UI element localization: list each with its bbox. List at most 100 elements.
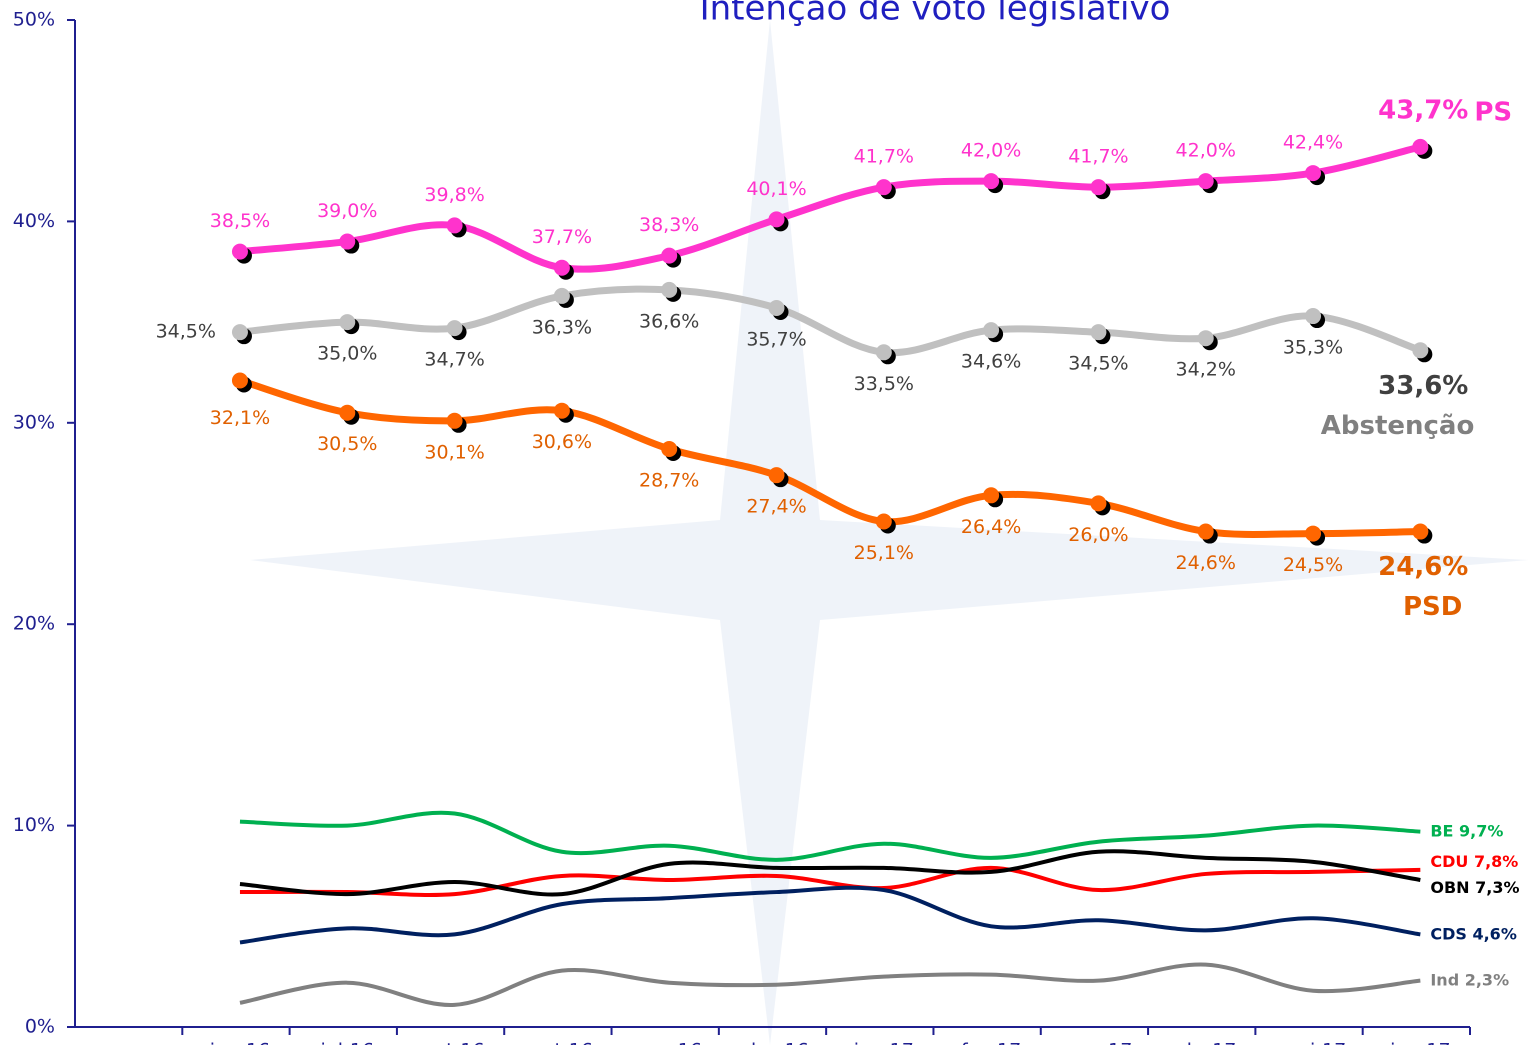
series-0: 38,5%39,0%39,8%37,7%38,3%40,1%41,7%42,0%… [210, 95, 1512, 279]
end-value: 9,7% [1459, 821, 1503, 840]
marker [339, 314, 355, 330]
data-label: 37,7% [532, 226, 592, 248]
x-tick-label: abr-17 [1175, 1040, 1236, 1045]
marker [661, 248, 677, 264]
series-name: BE [1430, 821, 1453, 840]
marker [983, 487, 999, 503]
y-tick-label: 50% [13, 9, 55, 31]
data-label: 42,0% [1176, 140, 1236, 162]
y-tick-label: 30% [13, 411, 55, 433]
marker [447, 413, 463, 429]
marker [554, 260, 570, 276]
marker [661, 441, 677, 457]
marker [983, 173, 999, 189]
x-tick-label: fev-17 [961, 1040, 1021, 1045]
data-label: 36,6% [639, 310, 699, 332]
data-label: 36,3% [532, 316, 592, 338]
series-name: Ind [1430, 970, 1459, 989]
y-tick-label: 40% [13, 210, 55, 232]
marker [1412, 524, 1428, 540]
y-tick-label: 20% [13, 613, 55, 635]
marker [1305, 526, 1321, 542]
marker [447, 217, 463, 233]
series-name: OBN [1430, 877, 1469, 896]
x-tick-label: jan-17 [853, 1040, 914, 1045]
data-label: 35,0% [317, 343, 377, 365]
data-label: 34,6% [961, 351, 1021, 373]
marker [232, 373, 248, 389]
end-value: 7,3% [1475, 877, 1519, 896]
end-value: 24,6% [1378, 552, 1468, 582]
series-name: Abstenção [1321, 411, 1475, 441]
marker [1198, 330, 1214, 346]
x-tick-label: out-16 [531, 1040, 593, 1045]
x-tick-label: jun-17 [1389, 1040, 1450, 1045]
series-name: PSD [1403, 592, 1462, 622]
data-label: 26,4% [961, 516, 1021, 538]
marker [554, 288, 570, 304]
data-label: 24,6% [1176, 552, 1236, 574]
x-tick-label: mar-17 [1065, 1040, 1133, 1045]
series-line [240, 381, 1420, 535]
series-line [240, 813, 1420, 860]
data-label: 35,3% [1283, 337, 1343, 359]
marker [1198, 173, 1214, 189]
marker [1412, 342, 1428, 358]
marker [554, 403, 570, 419]
end-value: 33,6% [1378, 371, 1468, 401]
end-label: CDS 4,6% [1430, 924, 1517, 943]
data-label: 41,7% [1068, 146, 1128, 168]
marker [1412, 139, 1428, 155]
data-label: 39,8% [424, 184, 484, 206]
data-label: 35,7% [746, 329, 806, 351]
end-label: BE 9,7% [1430, 821, 1503, 840]
series-name: CDU [1430, 851, 1468, 870]
marker [232, 324, 248, 340]
data-label: 33,5% [854, 373, 914, 395]
data-label: 30,6% [532, 431, 592, 453]
x-tick-label: nov-16 [636, 1040, 701, 1045]
x-tick-label: jun-16 [209, 1040, 270, 1045]
marker [661, 282, 677, 298]
series-line [240, 964, 1420, 1005]
data-label: 34,5% [1068, 353, 1128, 375]
marker [1305, 165, 1321, 181]
marker [339, 405, 355, 421]
data-label: 38,5% [210, 210, 270, 232]
series-line [240, 868, 1420, 895]
series-7: Ind 2,3% [240, 964, 1509, 1005]
data-label: 40,1% [746, 178, 806, 200]
data-label: 24,5% [1283, 554, 1343, 576]
series-name: PS [1474, 97, 1512, 127]
data-label: 25,1% [854, 542, 914, 564]
x-tick-label: set-16 [425, 1040, 485, 1045]
y-tick-label: 0% [25, 1016, 55, 1038]
marker [769, 300, 785, 316]
marker [876, 344, 892, 360]
marker [1090, 495, 1106, 511]
y-tick-label: 10% [13, 814, 55, 836]
data-label: 27,4% [746, 496, 806, 518]
data-label: 34,7% [424, 349, 484, 371]
end-label: Ind 2,3% [1430, 970, 1509, 989]
end-label: OBN 7,3% [1430, 877, 1519, 896]
marker [1198, 524, 1214, 540]
marker [1090, 324, 1106, 340]
data-label: 30,1% [424, 441, 484, 463]
data-label: 32,1% [210, 407, 270, 429]
series-line [240, 147, 1420, 269]
data-label: 26,0% [1068, 524, 1128, 546]
x-tick-label: dez-16 [744, 1040, 809, 1045]
page: Intenção de voto legislativo 0% 10% 20% 30%… [0, 0, 1528, 1045]
data-label: 28,7% [639, 469, 699, 491]
marker [447, 320, 463, 336]
data-label: 41,7% [854, 146, 914, 168]
marker [769, 211, 785, 227]
chart-title: Intenção de voto legislativo [700, 0, 1171, 29]
marker [1305, 308, 1321, 324]
chart: Intenção de voto legislativo 0% 10% 20% 30%… [0, 0, 1528, 1045]
x-tick-label: mai-17 [1280, 1040, 1346, 1045]
data-label: 30,5% [317, 433, 377, 455]
marker [232, 244, 248, 260]
data-label: 34,5% [156, 321, 216, 343]
